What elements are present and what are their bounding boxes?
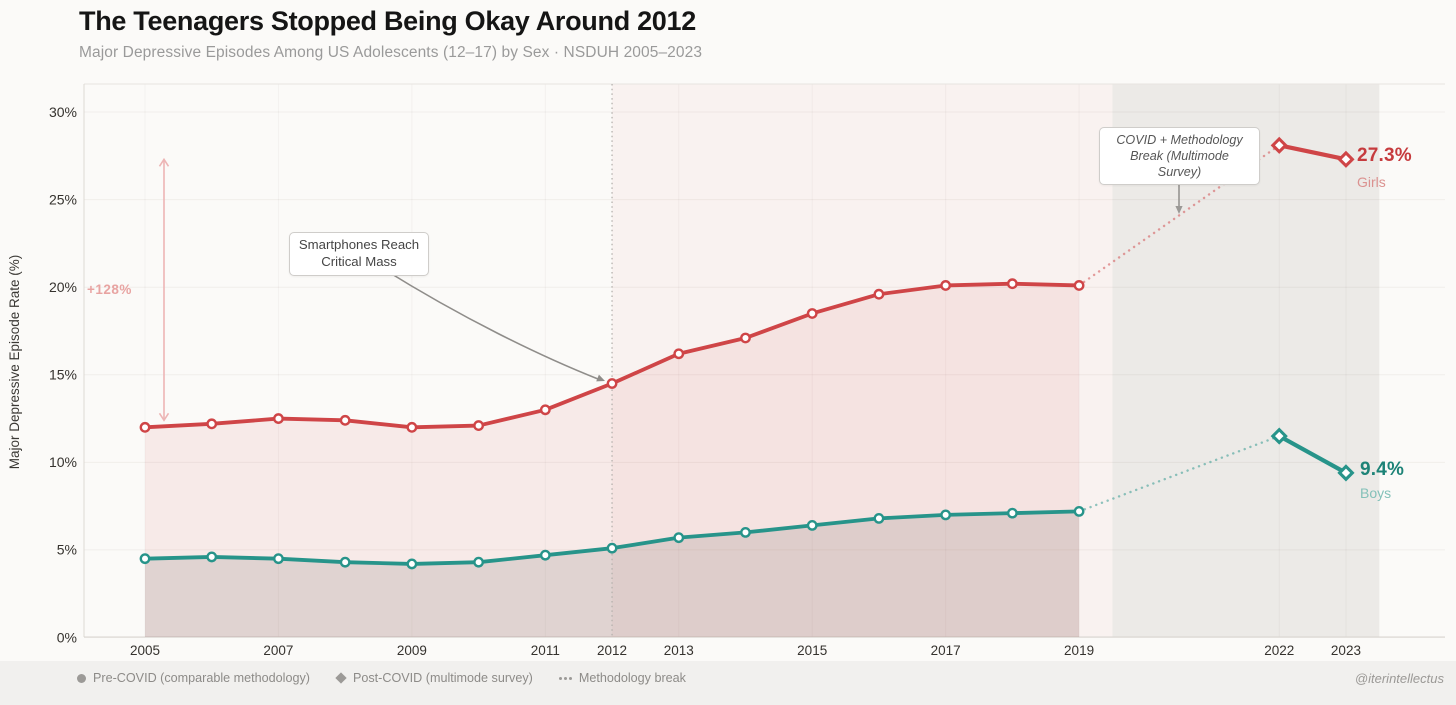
boys-series-label: Boys	[1360, 485, 1392, 501]
annotation-covid-line1: COVID + Methodology	[1116, 133, 1243, 147]
circle-marker-icon	[77, 673, 86, 683]
gridlines	[83, 83, 1445, 638]
svg-text:2013: 2013	[664, 643, 694, 658]
girls-series	[139, 136, 1355, 433]
svg-text:2012: 2012	[597, 643, 627, 658]
legend-label: Post-COVID (multimode survey)	[352, 671, 533, 685]
svg-text:2023: 2023	[1331, 643, 1361, 658]
svg-text:10%: 10%	[49, 454, 77, 470]
svg-text:2011: 2011	[531, 643, 560, 658]
annotation-arrows	[158, 157, 1183, 422]
diamond-marker-icon	[335, 672, 347, 684]
pct-change-label: +128%	[87, 282, 132, 297]
boys-end-value: 9.4%	[1360, 459, 1405, 480]
svg-text:0%: 0%	[57, 629, 77, 645]
watermark: @iterintellectus	[1354, 671, 1444, 686]
annotation-smartphones: Smartphones Reach Critical Mass	[289, 232, 429, 276]
legend-label: Pre-COVID (comparable methodology)	[93, 671, 310, 685]
legend-label: Methodology break	[578, 671, 686, 685]
svg-text:20%: 20%	[49, 279, 77, 295]
svg-text:2017: 2017	[931, 643, 961, 658]
legend-item-post-covid: Post-COVID (multimode survey)	[335, 671, 533, 685]
annotation-smartphones-line2: Critical Mass	[321, 253, 397, 269]
svg-text:2019: 2019	[1064, 643, 1094, 658]
svg-text:2005: 2005	[130, 643, 160, 658]
footer-strip: Pre-COVID (comparable methodology) Post-…	[0, 661, 1456, 705]
y-axis-title: Major Depressive Episode Rate (%)	[7, 254, 22, 470]
annotation-covid: COVID + Methodology Break (Multimode Sur…	[1099, 127, 1260, 186]
annotation-covid-line2: Break (Multimode Survey)	[1130, 149, 1229, 180]
legend-item-pre-covid: Pre-COVID (comparable methodology)	[77, 671, 310, 685]
dots-marker-icon	[558, 676, 562, 680]
girls-end-value: 27.3%	[1357, 145, 1412, 166]
legend: Pre-COVID (comparable methodology) Post-…	[77, 671, 686, 685]
axis-ticks: 0% 5% 10% 15% 20% 25% 30% 2005 2007 2009 2011 2012 2…	[49, 104, 1361, 658]
boys-series	[139, 427, 1355, 570]
svg-text:2007: 2007	[263, 643, 293, 658]
page-title: The Teenagers Stopped Being Okay Around …	[79, 6, 696, 36]
annotation-smartphones-line1: Smartphones Reach	[298, 237, 420, 252]
svg-text:2022: 2022	[1264, 643, 1294, 658]
svg-text:15%: 15%	[49, 367, 77, 383]
svg-text:2015: 2015	[797, 643, 827, 658]
chart-subtitle: Major Depressive Episodes Among US Adole…	[79, 44, 703, 61]
svg-text:25%: 25%	[49, 191, 77, 207]
girls-series-label: Girls	[1357, 174, 1386, 190]
svg-text:2009: 2009	[397, 643, 427, 658]
legend-item-methodology-break: Methodology break	[558, 671, 686, 685]
svg-text:30%: 30%	[49, 104, 77, 120]
svg-text:5%: 5%	[57, 542, 77, 558]
